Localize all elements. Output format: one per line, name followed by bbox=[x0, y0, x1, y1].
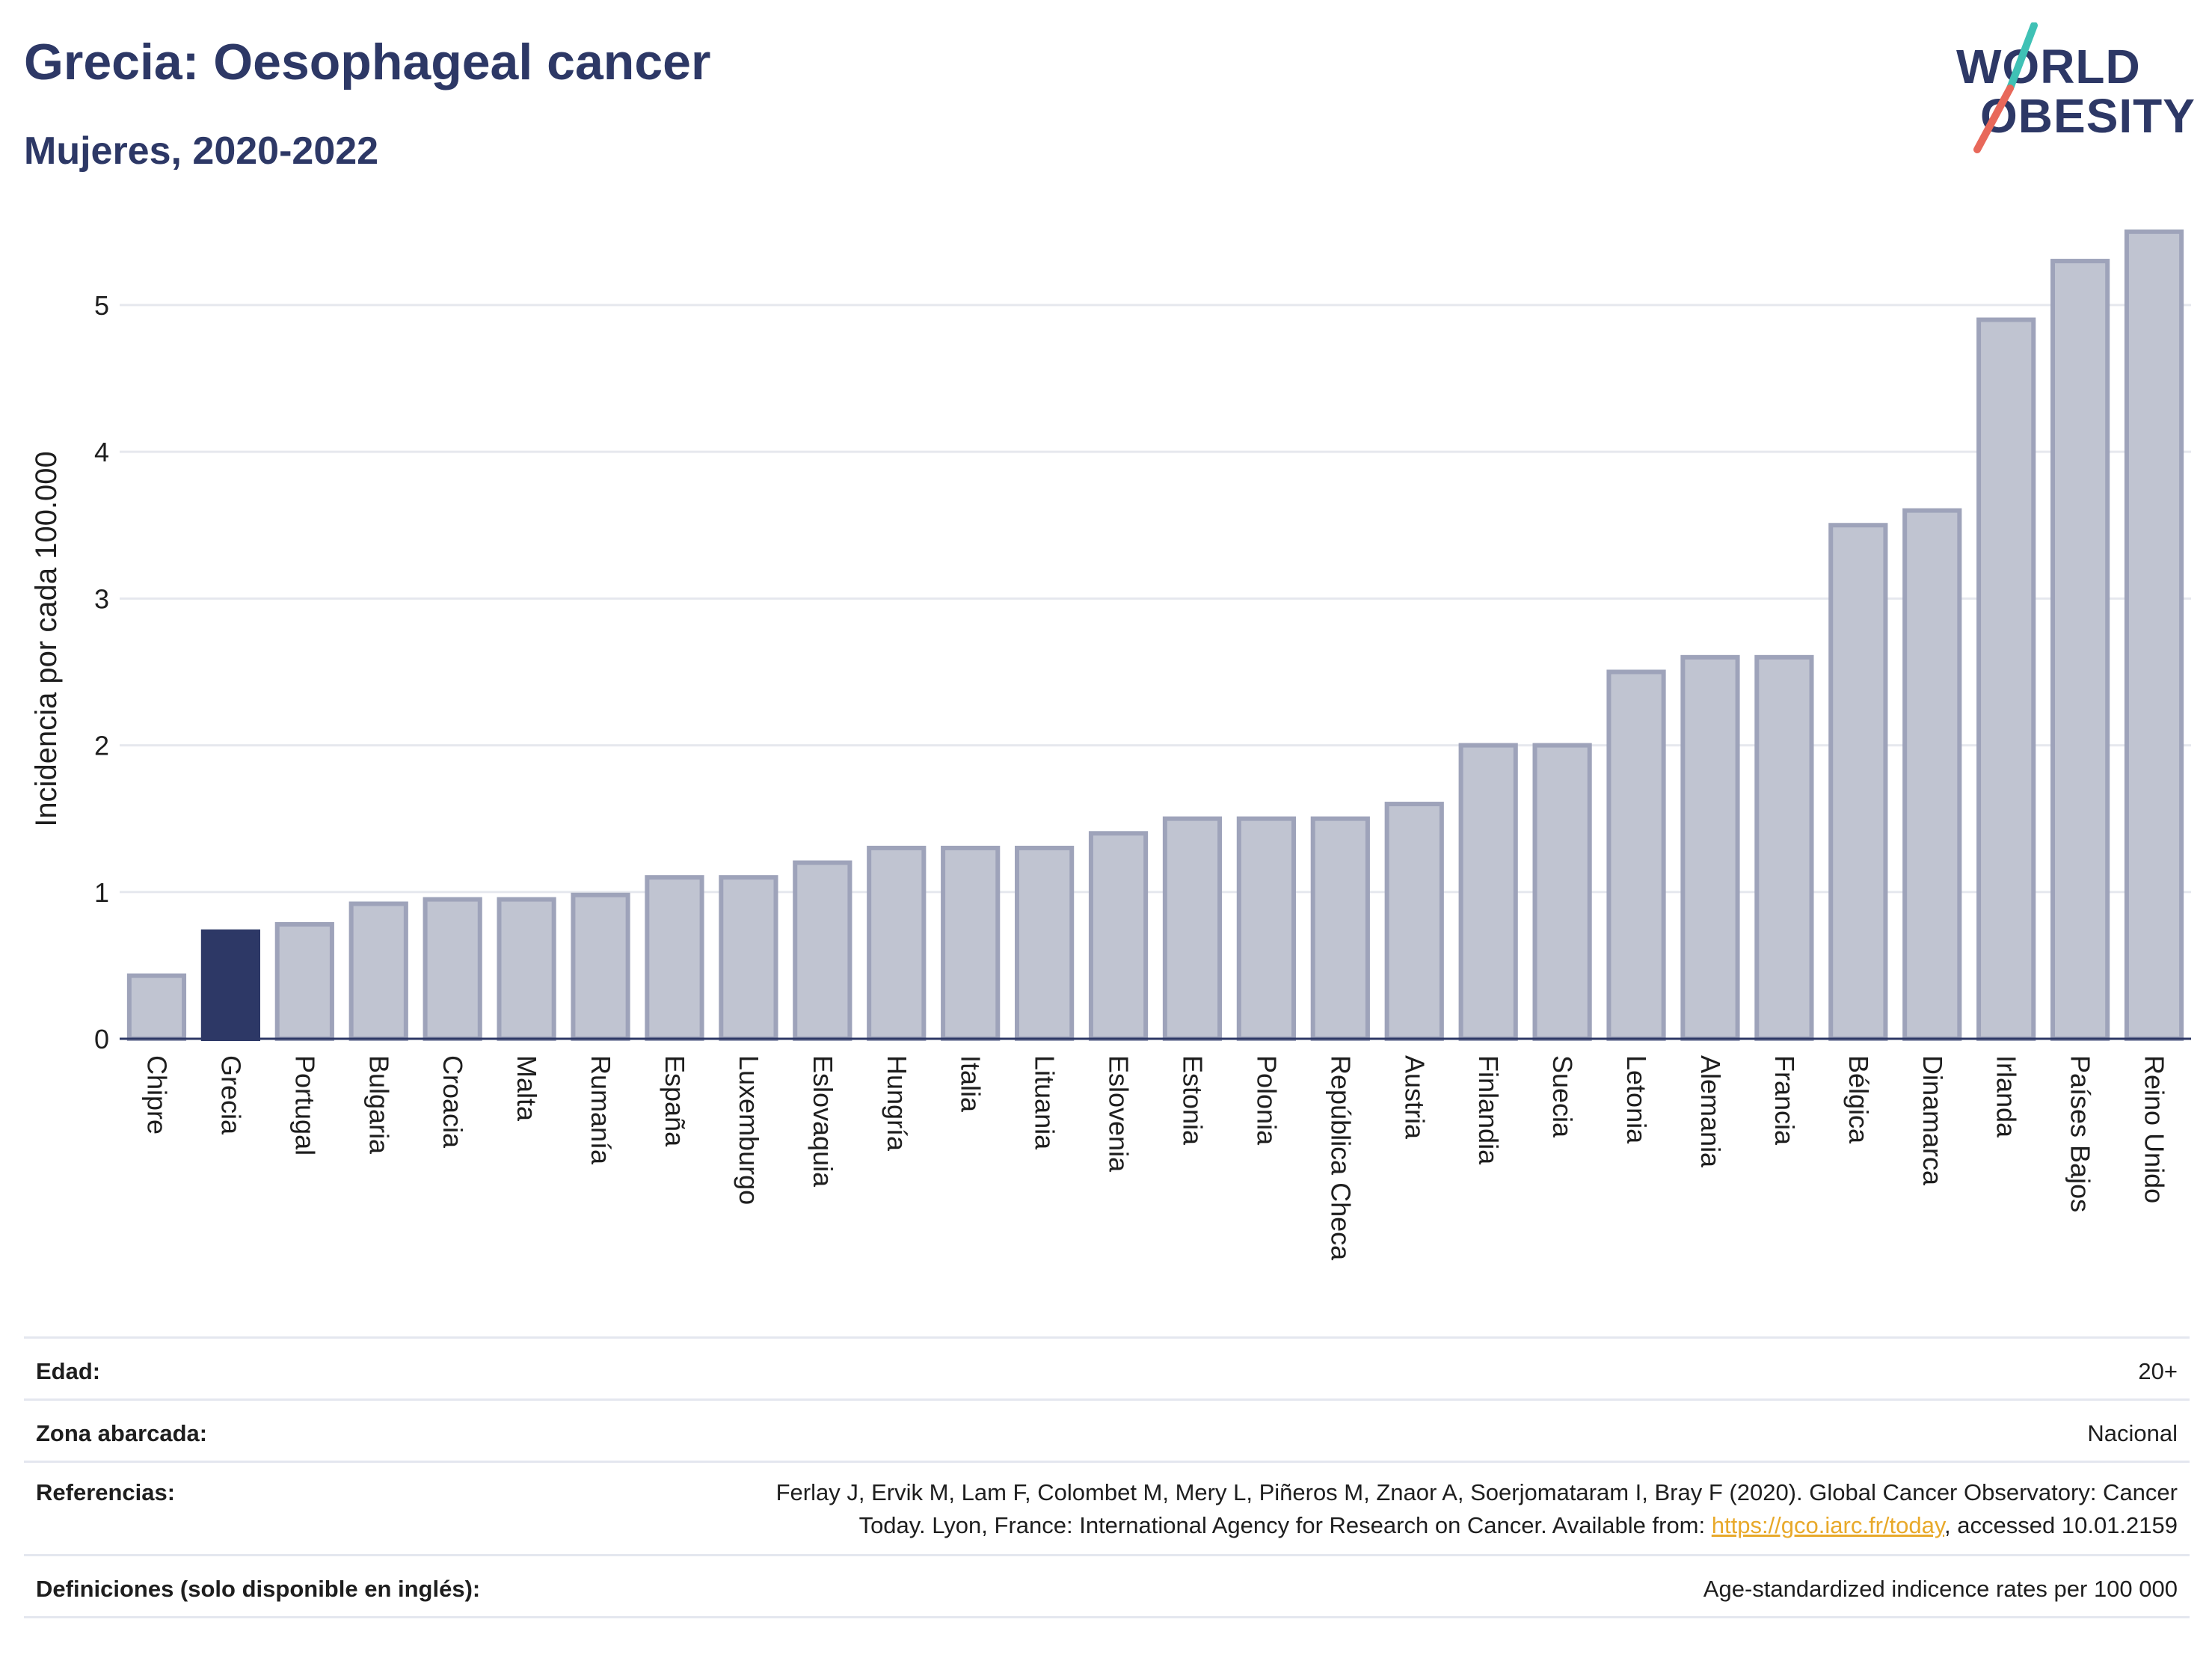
info-row-references: Referencias: Ferlay J, Ervik M, Lam F, C… bbox=[24, 1461, 2190, 1554]
x-tick-label: Reino Unido bbox=[2139, 1055, 2170, 1203]
y-axis-label: Incidencia por cada 100.000 bbox=[30, 451, 63, 827]
x-tick-label: Chipre bbox=[141, 1055, 172, 1134]
world-obesity-logo: WORLD OBESITY bbox=[1944, 22, 2199, 157]
bar bbox=[423, 897, 482, 1042]
bar bbox=[1458, 743, 1518, 1041]
x-tick-label: República Checa bbox=[1325, 1055, 1356, 1261]
chart-subtitle: Mujeres, 2020-2022 bbox=[24, 129, 379, 173]
x-tick-label: Hungría bbox=[882, 1055, 912, 1152]
bar bbox=[1310, 816, 1370, 1041]
logo-slash-icon bbox=[1973, 22, 2038, 153]
bar bbox=[348, 901, 408, 1041]
x-tick-label: Portugal bbox=[289, 1055, 320, 1155]
x-tick-label: Dinamarca bbox=[1917, 1055, 1948, 1186]
bar bbox=[1532, 743, 1592, 1041]
bar bbox=[497, 897, 556, 1042]
x-tick-label: Malta bbox=[511, 1055, 542, 1122]
x-tick-label: Eslovenia bbox=[1104, 1055, 1134, 1173]
x-tick-label: Croacia bbox=[437, 1055, 468, 1149]
x-tick-label: Alemania bbox=[1695, 1055, 1726, 1168]
info-row-area: Zona abarcada: Nacional bbox=[24, 1398, 2190, 1461]
area-label: Zona abarcada: bbox=[36, 1420, 208, 1446]
references-label: Referencias: bbox=[36, 1479, 176, 1505]
bar bbox=[1015, 845, 1075, 1042]
x-tick-label: Francia bbox=[1769, 1055, 1800, 1146]
x-tick-label: Eslovaquia bbox=[808, 1055, 838, 1188]
references-line2: Today. Lyon, France: International Agenc… bbox=[859, 1512, 2178, 1539]
age-label: Edad: bbox=[36, 1358, 101, 1384]
references-line2-text: Today. Lyon, France: International Agenc… bbox=[858, 1512, 1712, 1538]
bar bbox=[1976, 317, 2036, 1041]
x-tick-label: Italia bbox=[956, 1055, 986, 1113]
y-tick-label: 3 bbox=[94, 583, 109, 614]
x-tick-label: Irlanda bbox=[1991, 1055, 2022, 1138]
area-value: Nacional bbox=[2087, 1420, 2178, 1446]
bar bbox=[571, 892, 630, 1042]
bar bbox=[1828, 523, 1888, 1041]
x-tick-label: Letonia bbox=[1621, 1055, 1652, 1144]
y-tick-label: 5 bbox=[94, 290, 109, 321]
bar bbox=[126, 973, 187, 1042]
x-tick-label: Estonia bbox=[1177, 1055, 1208, 1146]
bar bbox=[941, 845, 1001, 1042]
info-row-age: Edad: 20+ bbox=[24, 1336, 2190, 1398]
logo-line1: WORLD bbox=[1956, 40, 2141, 93]
y-tick-label: 4 bbox=[94, 437, 109, 467]
x-tick-label: Bulgaria bbox=[363, 1055, 394, 1155]
y-tick-label: 1 bbox=[94, 877, 109, 908]
bar bbox=[1384, 802, 1444, 1042]
bar bbox=[1162, 816, 1223, 1041]
x-tick-label: Rumanía bbox=[586, 1055, 616, 1165]
x-tick-label: Lituania bbox=[1030, 1055, 1060, 1150]
bar bbox=[1088, 831, 1149, 1041]
bar bbox=[2050, 259, 2110, 1041]
x-tick-label: Países Bajos bbox=[2065, 1055, 2096, 1212]
bar bbox=[1902, 508, 1962, 1041]
logo-line2: OBESITY bbox=[1980, 89, 2196, 143]
references-accessed: , accessed 10.01.2159 bbox=[1944, 1512, 2178, 1538]
bar bbox=[1236, 816, 1296, 1041]
bar-chart: 0 1 2 3 4 5 Incidencia por cada 100.000 Chipre G… bbox=[30, 229, 2191, 1261]
chart-title: Grecia: Oesophageal cancer bbox=[24, 34, 711, 90]
y-tick-label: 2 bbox=[94, 731, 109, 761]
x-tick-label: Bélgica bbox=[1843, 1055, 1874, 1144]
x-tick-label: Austria bbox=[1399, 1055, 1430, 1140]
bar bbox=[1606, 669, 1666, 1041]
bar bbox=[719, 875, 778, 1041]
x-tick-label: Finlandia bbox=[1473, 1055, 1504, 1165]
bar bbox=[274, 921, 334, 1041]
references-line1: Ferlay J, Ervik M, Lam F, Colombet M, Me… bbox=[775, 1479, 2178, 1505]
references-link[interactable]: https://gco.iarc.fr/today bbox=[1711, 1512, 1945, 1538]
x-tick-label: Polonia bbox=[1251, 1055, 1282, 1146]
x-tick-label: España bbox=[660, 1055, 690, 1147]
info-row-definitions: Definiciones (solo disponible en inglés)… bbox=[24, 1554, 2190, 1618]
y-tick-label: 0 bbox=[94, 1024, 109, 1054]
bar bbox=[793, 860, 852, 1041]
bar bbox=[645, 875, 704, 1041]
bar bbox=[867, 845, 927, 1042]
bar bbox=[200, 929, 260, 1042]
x-tick-label: Luxemburgo bbox=[734, 1055, 764, 1205]
x-tick-label: Grecia bbox=[215, 1055, 246, 1135]
age-value: 20+ bbox=[2138, 1358, 2178, 1384]
bar bbox=[1680, 654, 1740, 1041]
definitions-value: Age-standardized indicence rates per 100… bbox=[1703, 1576, 2178, 1602]
x-tick-label: Suecia bbox=[1547, 1055, 1578, 1138]
bar bbox=[1754, 654, 1814, 1041]
definitions-label: Definiciones (solo disponible en inglés)… bbox=[36, 1576, 481, 1602]
bar bbox=[2124, 229, 2184, 1042]
